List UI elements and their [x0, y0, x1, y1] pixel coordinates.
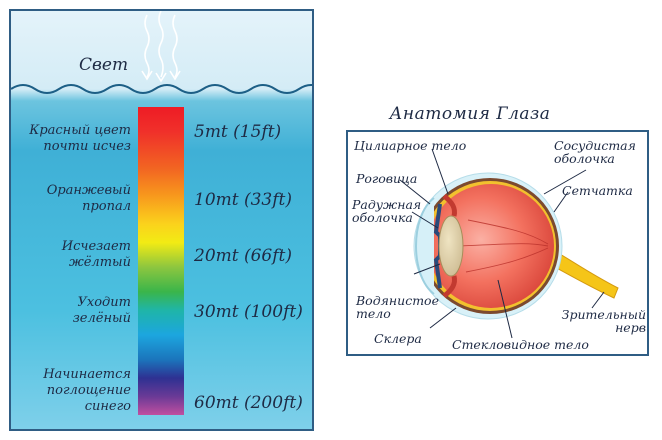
retina-label: Сетчатка: [562, 183, 633, 198]
depth-row-value: 60mt (200ft): [194, 393, 303, 413]
label-pointers: [399, 148, 605, 339]
vascular-layer-label: Сосудистая оболочка: [554, 138, 636, 166]
color-spectrum-bar: [138, 107, 184, 415]
vitreous-body-label: Стекловидное тело: [452, 337, 589, 352]
light-rays-icon: [141, 11, 181, 83]
ciliary-body-shape: [442, 194, 457, 217]
cornea-label: Роговица: [356, 171, 418, 186]
iris-label: Радужная оболочка: [352, 197, 422, 225]
lens-shape: [438, 215, 464, 277]
depth-row-value: 5mt (15ft): [194, 122, 282, 142]
depth-row-value: 20mt (66ft): [194, 246, 293, 266]
sclera-label: Склера: [374, 331, 422, 346]
blood-vessels: [457, 219, 549, 273]
cornea-shape: [415, 197, 435, 295]
depth-row-value: 30mt (100ft): [194, 302, 303, 322]
depth-row-label: Оранжевый пропал: [46, 183, 131, 214]
eye-diagram: [399, 148, 619, 339]
vitreous-body-shape: [428, 184, 554, 308]
sea-surface-graphic: [11, 11, 312, 94]
ciliary-body-label: Цилиарное тело: [354, 138, 467, 153]
light-absorption-panel: Свет Красный цвет почти исчез 5mt (15ft)…: [9, 9, 314, 431]
eye-diagram-title: Анатомия Глаза: [389, 104, 551, 124]
wave-line: [11, 84, 312, 94]
depth-row-label: Красный цвет почти исчез: [29, 123, 131, 154]
optic-nerve-label: Зрительный нерв: [561, 307, 646, 335]
eye-anatomy-panel: Цилиарное тело Сосудистая оболочка Рогов…: [346, 130, 649, 356]
aqueous-body-label: Водянистое тело: [356, 293, 439, 321]
light-label: Свет: [79, 55, 129, 75]
depth-row-label: Начинается поглощение синего: [43, 367, 131, 414]
depth-row-value: 10mt (33ft): [194, 190, 293, 210]
depth-row-label: Уходит зелёный: [72, 295, 131, 326]
depth-row-label: Исчезает жёлтый: [61, 239, 131, 270]
